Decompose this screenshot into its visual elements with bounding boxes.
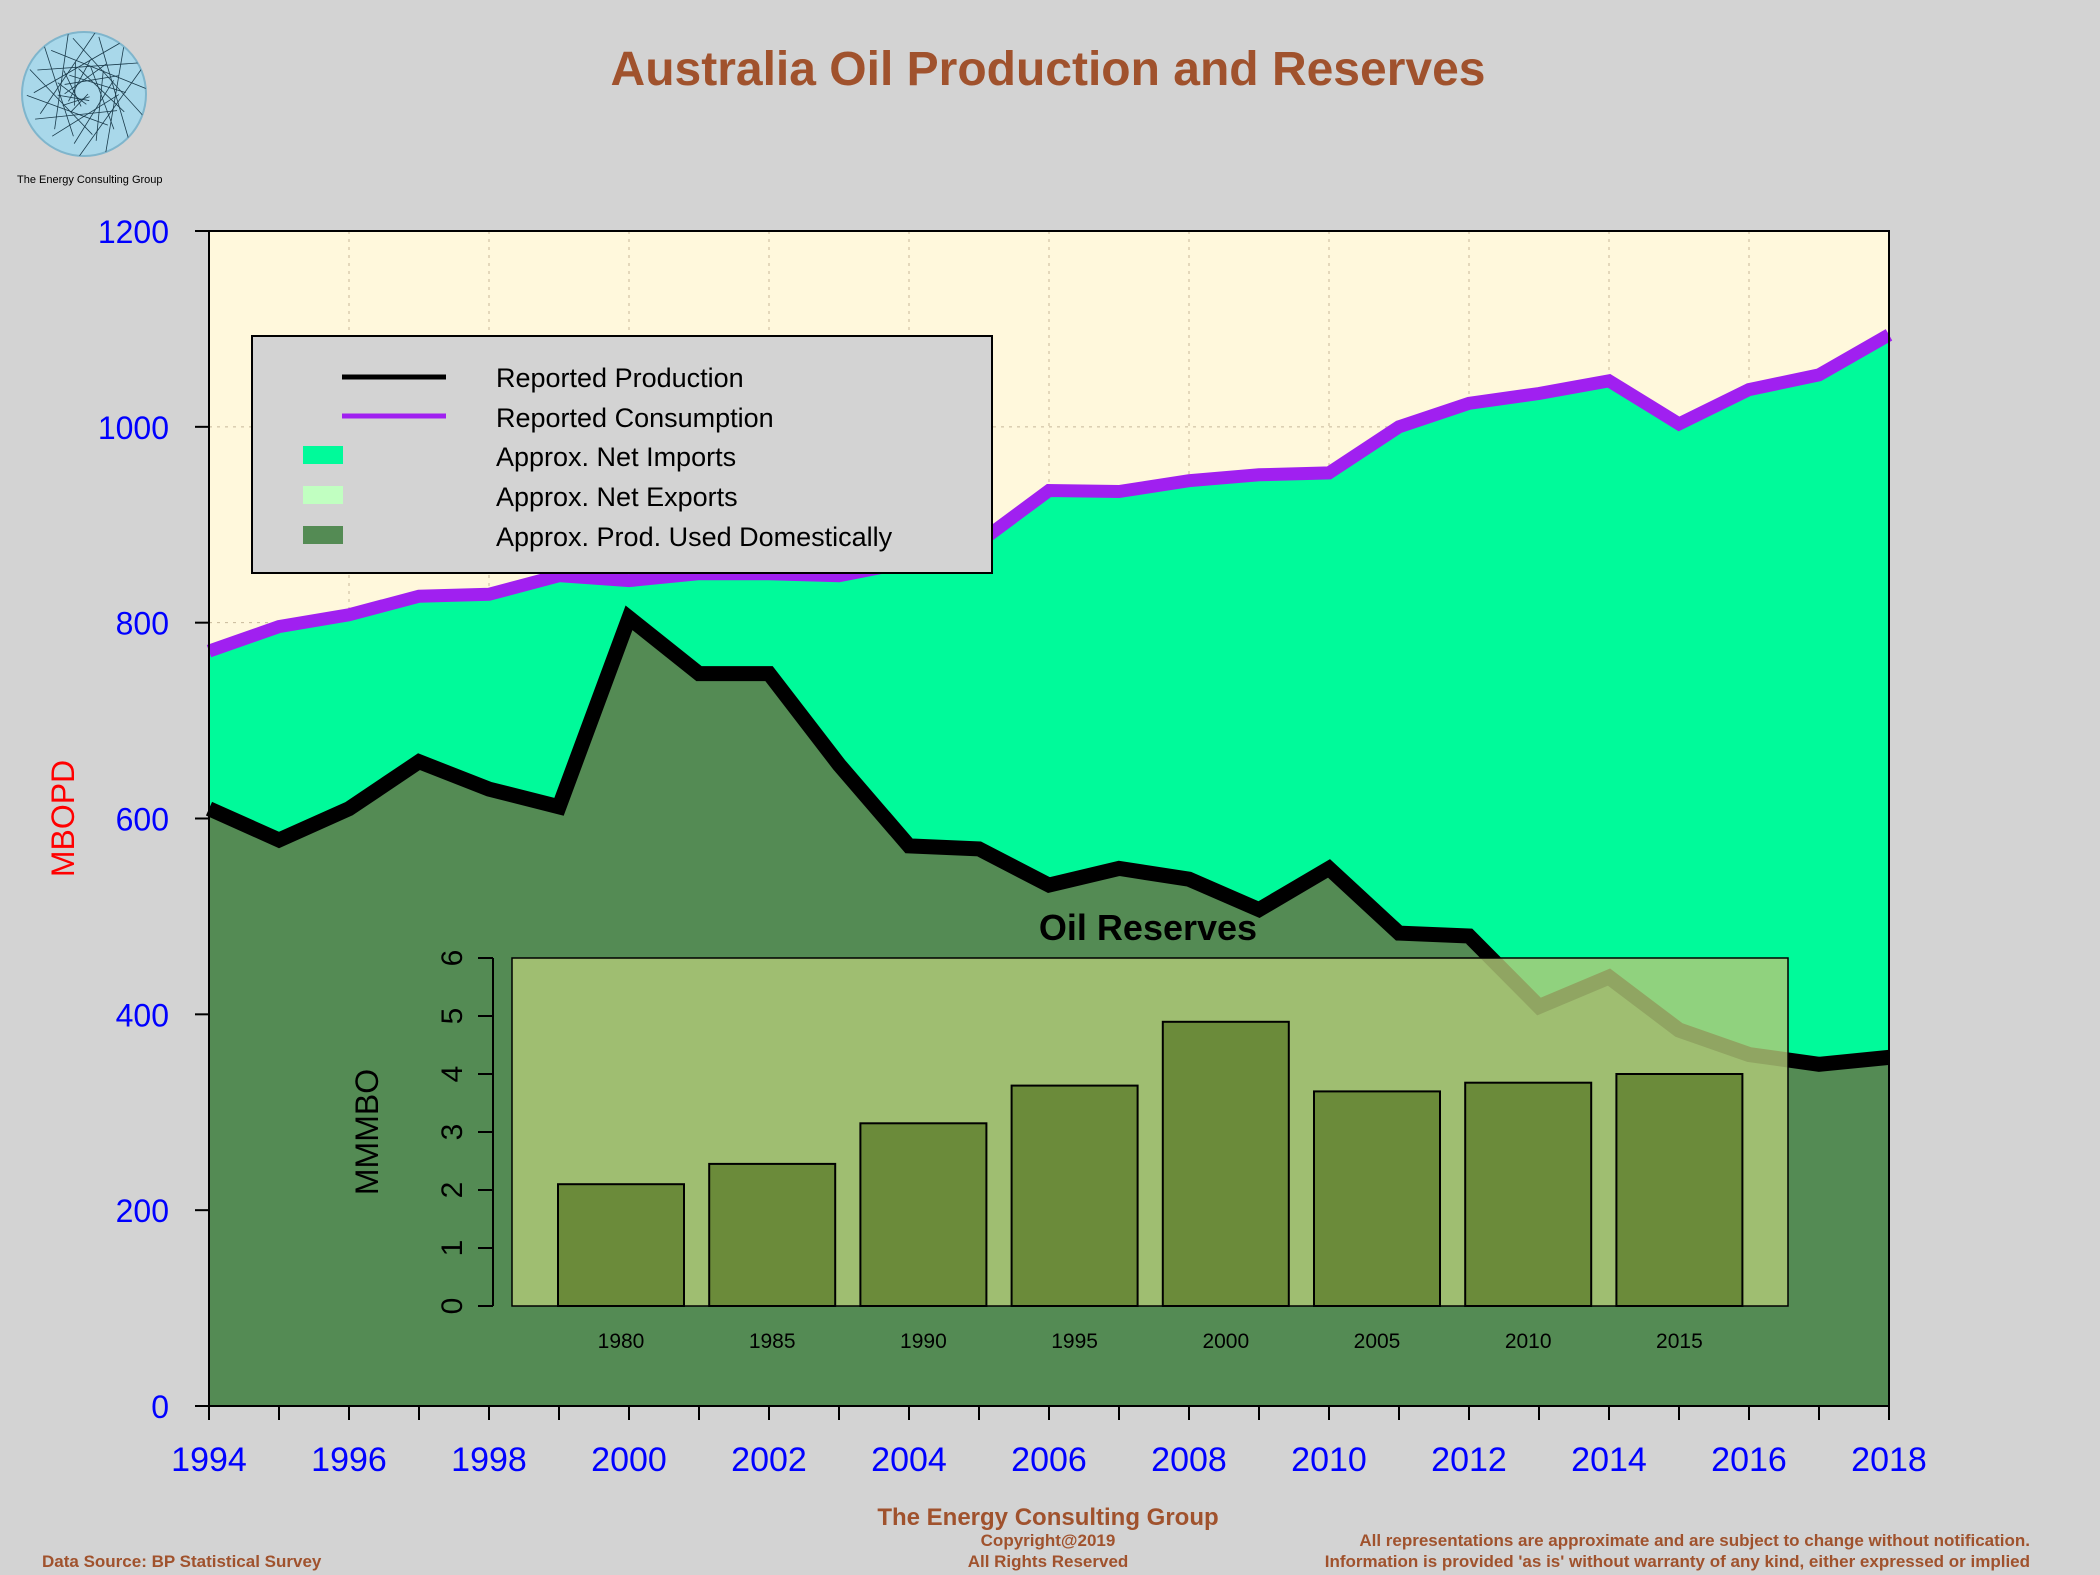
legend-label-consumption: Reported Consumption	[496, 403, 774, 433]
inset-y-tick-label: 0	[436, 1298, 469, 1315]
x-tick-label: 2016	[1711, 1441, 1787, 1479]
inset-x-tick-label: 2015	[1656, 1330, 1703, 1353]
legend-net-exports-swatch	[303, 486, 343, 504]
x-tick-label: 2000	[591, 1441, 667, 1479]
x-tick-label: 2006	[1011, 1441, 1087, 1479]
x-tick-label: 2014	[1571, 1441, 1647, 1479]
inset-x-tick-label: 2005	[1354, 1330, 1401, 1353]
inset-x-tick-label: 1990	[900, 1330, 947, 1353]
inset-bar	[1615, 1073, 1744, 1307]
legend-net-imports-swatch	[303, 446, 343, 464]
inset-y-tick-label: 2	[436, 1182, 469, 1199]
legend-domestic-swatch	[303, 526, 343, 544]
inset-bar	[557, 1183, 685, 1307]
inset-x-tick-label: 2000	[1202, 1330, 1249, 1353]
y-tick-label: 1200	[98, 214, 169, 250]
footer-company: The Energy Consulting Group	[877, 1504, 1218, 1531]
x-tick-label: 2012	[1431, 1441, 1507, 1479]
footer-rights: All Rights Reserved	[968, 1552, 1129, 1571]
y-tick-label: 1000	[98, 410, 169, 446]
legend: Reported Production Reported Consumption…	[251, 335, 993, 574]
inset-y-tick-label: 3	[436, 1124, 469, 1141]
inset-bar	[1161, 1020, 1290, 1307]
x-tick-label: 2004	[871, 1441, 947, 1479]
inset-bars	[557, 1020, 1744, 1308]
x-tick-label: 1996	[311, 1441, 387, 1479]
x-tick-label: 2010	[1291, 1441, 1367, 1479]
inset-bar	[1010, 1084, 1139, 1307]
inset-bar	[1313, 1090, 1441, 1308]
legend-label-net-imports: Approx. Net Imports	[496, 442, 736, 472]
inset-y-tick-label: 4	[436, 1066, 469, 1083]
x-tick-label: 1994	[171, 1441, 247, 1479]
inset-y-axis: 0 1 2 3 4 5 6	[436, 950, 494, 1315]
y-tick-label: 800	[116, 606, 169, 642]
logo-caption: The Energy Consulting Group	[17, 174, 163, 186]
inset-x-tick-label: 1995	[1051, 1330, 1098, 1353]
inset-x-tick-label: 1980	[598, 1330, 645, 1353]
chart-title: Australia Oil Production and Reserves	[611, 43, 1486, 96]
y-tick-label: 600	[116, 802, 169, 838]
y-tick-label: 0	[151, 1389, 169, 1425]
x-tick-label: 2008	[1151, 1441, 1227, 1479]
logo-spiral-icon	[26, 32, 146, 156]
inset-bar	[1464, 1081, 1593, 1307]
inset-plot-area	[511, 957, 1789, 1307]
x-tick-label: 2002	[731, 1441, 807, 1479]
y-axis: 0 200 400 600 800 1000 1200	[98, 214, 209, 1425]
inset-reserves-chart: Oil Reserves MMMBO 1980 1985 1990 1995 2000 2…	[349, 907, 1789, 1353]
footer-copyright: Copyright@2019	[981, 1531, 1116, 1550]
inset-x-tick-label: 1985	[749, 1330, 796, 1353]
logo-circle-icon	[21, 31, 147, 157]
legend-label-net-exports: Approx. Net Exports	[496, 482, 738, 512]
inset-bar	[859, 1122, 988, 1308]
inset-x-tick-label: 2010	[1505, 1330, 1552, 1353]
x-axis: 1994 1996 1998 2000 2002 2004 2006 2008 2010 2012…	[171, 1405, 1927, 1479]
inset-x-axis: 1980 1985 1990 1995 2000 2005 2010 2015	[598, 1330, 1703, 1353]
y-tick-label: 200	[116, 1193, 169, 1229]
legend-label-domestic: Approx. Prod. Used Domestically	[496, 522, 893, 552]
inset-y-tick-label: 6	[436, 950, 469, 967]
inset-title: Oil Reserves	[1039, 907, 1257, 948]
net-imports-area	[209, 334, 1889, 1065]
y-axis-label: MBOPD	[45, 760, 81, 877]
x-tick-label: 1998	[451, 1441, 527, 1479]
x-tick-label: 2018	[1851, 1441, 1927, 1479]
inset-y-tick-label: 5	[436, 1008, 469, 1025]
y-tick-label: 400	[116, 997, 169, 1033]
inset-y-axis-label: MMMBO	[349, 1069, 385, 1195]
logo	[21, 31, 147, 157]
footer-source: Data Source: BP Statistical Survey	[42, 1552, 322, 1571]
footer-disclaimer-2: Information is provided 'as is' without …	[1325, 1552, 2030, 1571]
inset-bar	[708, 1162, 837, 1308]
footer-disclaimer-1: All representations are approximate and …	[1359, 1531, 2030, 1550]
legend-label-production: Reported Production	[496, 363, 744, 393]
inset-y-tick-label: 1	[436, 1240, 469, 1257]
